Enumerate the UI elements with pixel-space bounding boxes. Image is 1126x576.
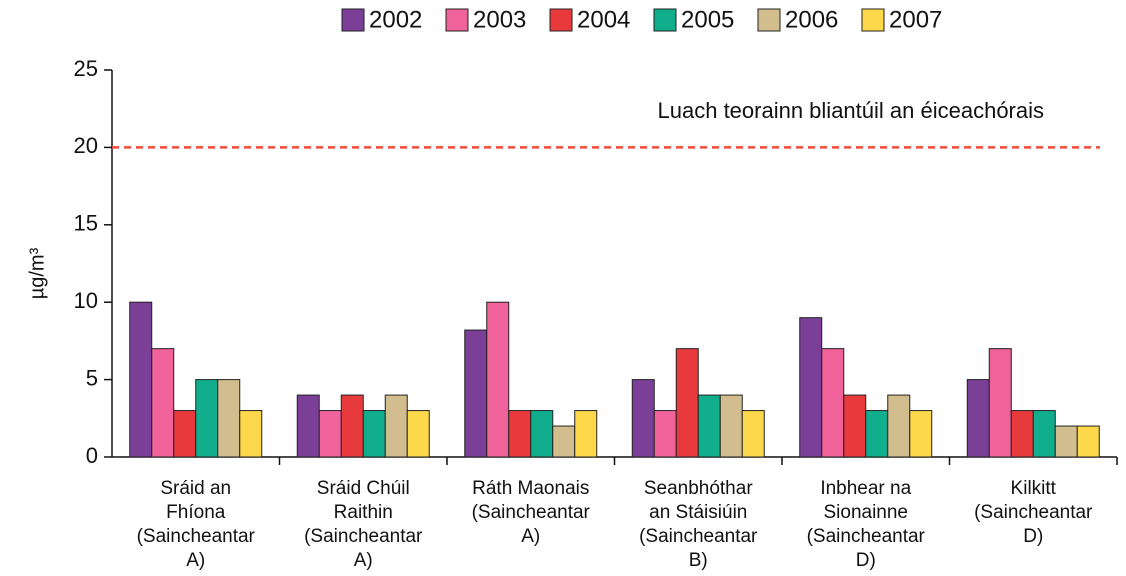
- x-tick-label: (Saincheantar: [974, 502, 1093, 523]
- bar: [865, 410, 889, 458]
- legend-label: 2002: [369, 6, 422, 33]
- bar: [362, 410, 386, 458]
- x-tick-label: (Saincheantar: [304, 526, 423, 547]
- bar: [129, 301, 153, 458]
- x-tick-label: (Saincheantar: [639, 526, 758, 547]
- x-tick-label: Raithin: [334, 502, 393, 523]
- reference-label: Luach teorainn bliantúil an éiceachórais: [658, 98, 1044, 123]
- bar: [318, 410, 342, 458]
- x-tick-label: D): [1023, 526, 1043, 547]
- legend-label: 2006: [785, 6, 838, 33]
- y-tick-label: 5: [86, 365, 98, 390]
- x-tick-label: (Saincheantar: [807, 526, 926, 547]
- bar: [508, 410, 532, 458]
- x-tick-label: Inbhear na: [820, 478, 911, 499]
- bar: [195, 379, 219, 458]
- legend-label: 2003: [473, 6, 526, 33]
- bar: [719, 394, 743, 458]
- x-tick-label: (Saincheantar: [137, 526, 256, 547]
- x-tick-label: Sráid Chúil: [317, 478, 410, 499]
- bar: [296, 394, 320, 458]
- y-axis-label: µg/m³: [26, 247, 48, 299]
- bar: [340, 394, 364, 458]
- bar: [1032, 410, 1056, 458]
- x-tick-label: Sráid an: [160, 478, 231, 499]
- legend-swatch: [653, 8, 677, 32]
- bar: [741, 410, 765, 458]
- x-tick-label: Fhíona: [166, 502, 226, 523]
- bar: [1076, 425, 1100, 458]
- x-tick-label: D): [856, 550, 876, 571]
- x-tick-label: Sionainne: [823, 502, 908, 523]
- bar: [464, 329, 488, 458]
- x-tick-label: A): [521, 526, 540, 547]
- legend-swatch: [445, 8, 469, 32]
- bar: [697, 394, 721, 458]
- bar: [151, 348, 175, 458]
- y-tick-label: 0: [86, 443, 98, 468]
- bar: [966, 379, 990, 458]
- x-tick-label: Kilkitt: [1011, 478, 1057, 499]
- bar: [653, 410, 677, 458]
- bar: [217, 379, 241, 458]
- bar: [1054, 425, 1078, 458]
- bar: [988, 348, 1012, 458]
- bar: [909, 410, 933, 458]
- bar: [1010, 410, 1034, 458]
- x-tick-label: Ráth Maonais: [472, 478, 589, 499]
- bar: [821, 348, 845, 458]
- bar: [486, 301, 510, 458]
- legend-swatch: [341, 8, 365, 32]
- bar: [675, 348, 699, 458]
- legend-swatch: [549, 8, 573, 32]
- legend-label: 2007: [889, 6, 942, 33]
- x-tick-label: A): [354, 550, 373, 571]
- legend-label: 2004: [577, 6, 630, 33]
- y-tick-label: 25: [74, 56, 98, 81]
- bar: [239, 410, 263, 458]
- bar: [406, 410, 430, 458]
- y-tick-label: 20: [74, 133, 98, 158]
- bar: [843, 394, 867, 458]
- bar: [530, 410, 554, 458]
- x-tick-label: B): [689, 550, 708, 571]
- x-tick-label: A): [186, 550, 205, 571]
- x-tick-label: Seanbhóthar: [644, 478, 753, 499]
- bar: [173, 410, 197, 458]
- legend-swatch: [757, 8, 781, 32]
- bar: [887, 394, 911, 458]
- y-tick-label: 15: [74, 211, 98, 236]
- bar: [552, 425, 576, 458]
- x-tick-label: (Saincheantar: [472, 502, 591, 523]
- bar: [799, 317, 823, 458]
- x-tick-label: an Stáisiúin: [649, 502, 747, 523]
- bar: [384, 394, 408, 458]
- bar: [574, 410, 598, 458]
- bar: [631, 379, 655, 458]
- legend-label: 2005: [681, 6, 734, 33]
- legend-swatch: [861, 8, 885, 32]
- y-tick-label: 10: [74, 288, 98, 313]
